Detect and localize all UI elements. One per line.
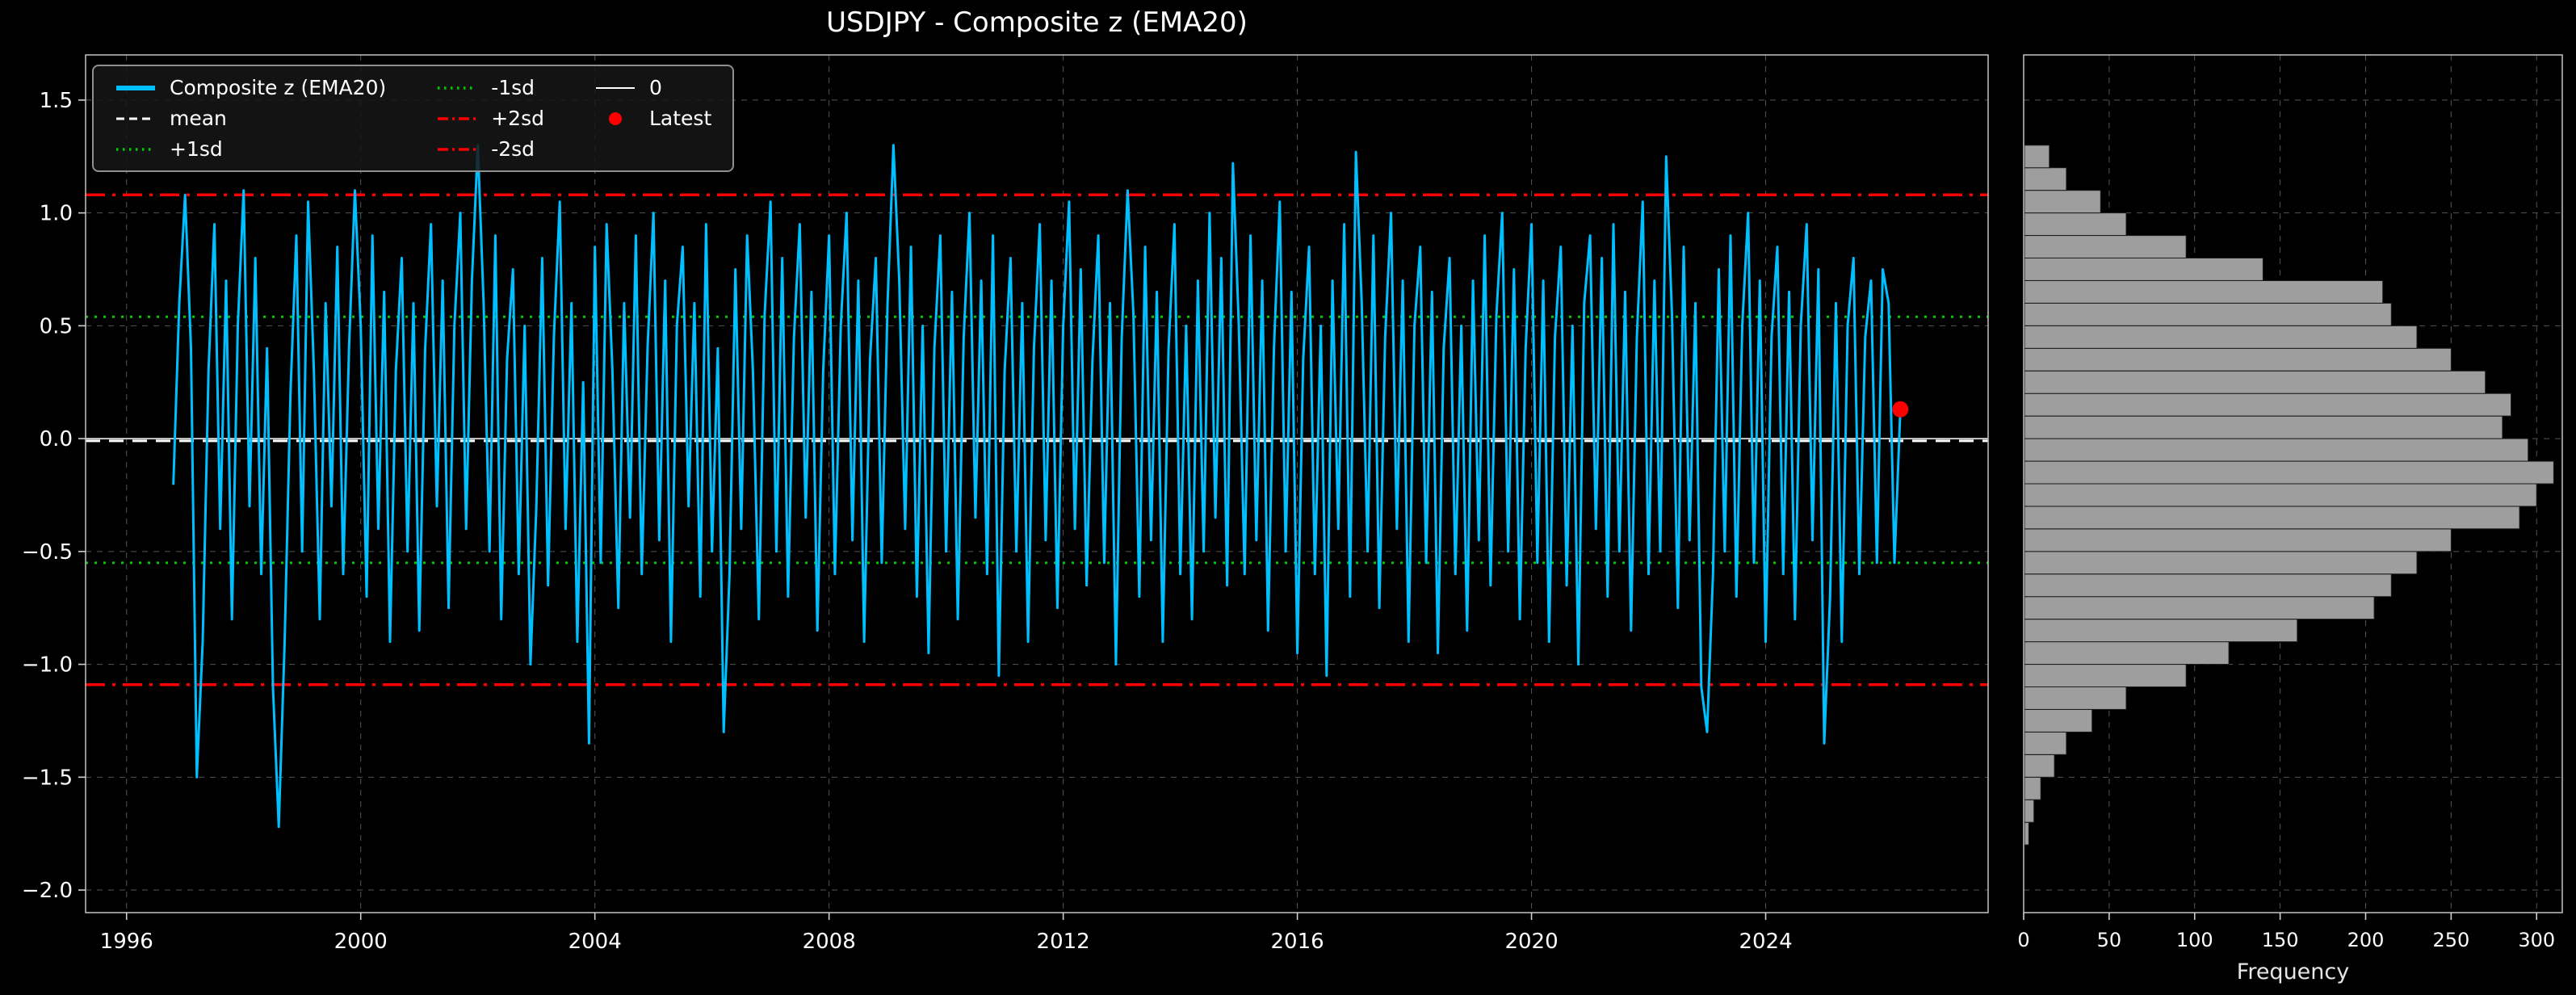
hist-x-tick-label: 50 [2097, 929, 2122, 951]
histogram-bars [2024, 145, 2554, 846]
legend-swatch-icon [116, 117, 155, 120]
legend: Composite z (EMA20) mean +1sd -1sd +2sd -2sd 0… [92, 65, 735, 172]
y-tick-label: −0.5 [22, 540, 73, 565]
x-tick-label: 1996 [100, 930, 153, 954]
legend-label: 0 [648, 76, 662, 99]
x-tick-label: 2020 [1504, 930, 1558, 954]
chart-title: USDJPY - Composite z (EMA20) [826, 6, 1248, 39]
histogram-bar [2024, 280, 2384, 304]
legend-item: mean [115, 107, 386, 130]
legend-swatch-icon [608, 111, 622, 125]
histogram-bar [2024, 347, 2452, 372]
histogram-bar [2024, 302, 2392, 326]
histogram-bar [2024, 258, 2263, 281]
hist-xlabel: Frequency [2237, 959, 2350, 985]
histogram-bar [2024, 551, 2418, 575]
histogram-bar [2024, 190, 2101, 214]
y-tick-label: 1.0 [40, 202, 73, 226]
legend-label: +1sd [170, 137, 223, 161]
legend-label: +2sd [491, 107, 544, 130]
histogram-bar [2024, 619, 2298, 643]
histogram-bar [2024, 596, 2375, 620]
x-tick-label: 2012 [1037, 930, 1090, 954]
histogram-bar [2024, 799, 2035, 823]
legend-item: -2sd [436, 137, 544, 161]
latest-point [1892, 401, 1909, 418]
histogram-bar [2024, 664, 2187, 687]
histogram-bar [2024, 483, 2537, 507]
hist-x-tick-label: 200 [2347, 929, 2385, 951]
x-tick-label: 2008 [803, 930, 856, 954]
hist-x-tick-label: 150 [2262, 929, 2299, 951]
hist-x-tick-label: 100 [2176, 929, 2213, 951]
y-tick-label: −2.0 [22, 879, 73, 903]
legend-item: +2sd [436, 107, 544, 130]
histogram-bar [2024, 731, 2067, 755]
legend-item: Latest [594, 107, 711, 130]
y-tick-label: −1.5 [22, 766, 73, 790]
legend-swatch-icon [438, 116, 477, 120]
composite-z-line [172, 144, 1902, 829]
legend-label: -2sd [491, 137, 535, 161]
legend-label: Latest [648, 107, 712, 130]
histogram-bar [2024, 754, 2055, 778]
y-tick-label: 0.5 [40, 314, 73, 338]
legend-swatch-icon [438, 147, 477, 151]
legend-swatch-icon [595, 86, 635, 89]
histogram-bar [2024, 709, 2093, 733]
histogram-bar [2024, 415, 2503, 439]
legend-label: Composite z (EMA20) [170, 76, 387, 99]
legend-item: -1sd [436, 76, 544, 99]
histogram-bar [2024, 573, 2392, 598]
histogram-bar [2024, 460, 2554, 485]
legend-item: +1sd [115, 137, 386, 161]
legend-swatch-icon [438, 86, 477, 90]
x-tick-label: 2016 [1271, 930, 1324, 954]
histogram-bar [2024, 438, 2529, 462]
x-tick-label: 2004 [568, 930, 622, 954]
histogram-bar [2024, 776, 2041, 800]
histogram-axes-border [2023, 54, 2563, 913]
histogram-bar [2024, 167, 2067, 191]
histogram-bar [2024, 145, 2050, 169]
hist-x-tick-label: 0 [2017, 929, 2029, 951]
legend-swatch-icon [116, 147, 155, 151]
hist-x-tick-label: 300 [2518, 929, 2555, 951]
legend-item: 0 [594, 76, 711, 99]
y-tick-label: 1.5 [40, 89, 73, 113]
x-tick-label: 2000 [334, 930, 388, 954]
x-tick-label: 2024 [1739, 930, 1792, 954]
histogram-bar [2024, 325, 2418, 349]
histogram-bar [2024, 528, 2452, 552]
main-axes-border [85, 54, 1989, 913]
hist-x-tick-label: 250 [2432, 929, 2469, 951]
histogram-bar [2024, 370, 2486, 394]
histogram-bar [2024, 686, 2127, 710]
histogram-bar [2024, 506, 2520, 530]
histogram-bar [2024, 641, 2230, 665]
histogram-bar [2024, 235, 2187, 259]
legend-item: Composite z (EMA20) [115, 76, 386, 99]
legend-label: mean [170, 107, 227, 130]
tick-marks [78, 99, 2538, 920]
legend-label: -1sd [491, 76, 535, 99]
y-tick-label: −1.0 [22, 653, 73, 678]
y-tick-label: 0.0 [40, 427, 73, 451]
histogram-bar [2024, 393, 2511, 417]
legend-swatch-icon [116, 85, 155, 90]
histogram-bar [2024, 212, 2127, 237]
histogram-bar [2024, 821, 2029, 846]
